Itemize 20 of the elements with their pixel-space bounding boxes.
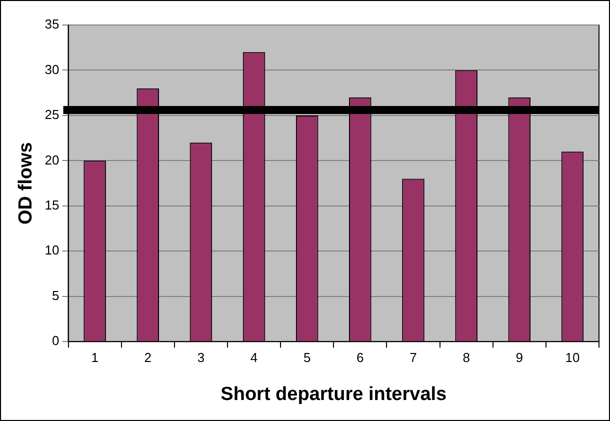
y-tick-label: 30: [44, 62, 60, 77]
y-tick-label: 35: [44, 16, 60, 32]
x-axis-title: Short departure intervals: [220, 384, 447, 405]
x-tick-label: 2: [144, 350, 152, 365]
y-tick-label: 15: [44, 197, 60, 212]
y-tick-label: 10: [44, 242, 60, 258]
x-tick-label: 8: [462, 350, 470, 365]
x-tick-label: 7: [410, 350, 417, 365]
y-tick-label: 0: [52, 333, 60, 348]
x-tick-label: 1: [91, 350, 98, 365]
x-tick-label: 6: [356, 350, 364, 365]
x-tick-label: 10: [565, 350, 580, 365]
x-tick-label: 4: [250, 350, 258, 365]
y-tick-label: 20: [44, 152, 60, 168]
x-tick-label: 5: [303, 350, 311, 365]
y-tick-label: 5: [52, 288, 60, 303]
x-tick-label: 3: [197, 350, 205, 365]
y-axis-title: OD flows: [16, 142, 37, 224]
y-tick-label: 25: [44, 107, 60, 122]
x-tick-label: 9: [516, 350, 524, 365]
